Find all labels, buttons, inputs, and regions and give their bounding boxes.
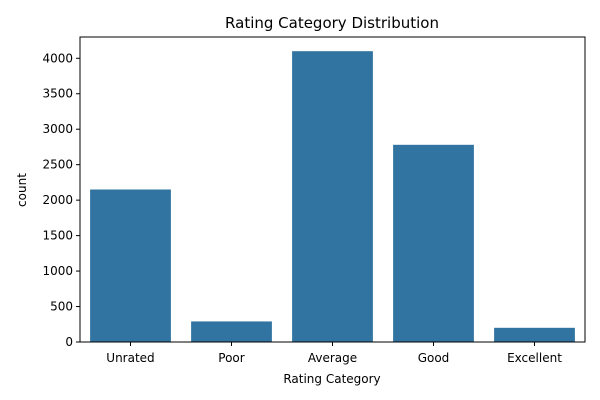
- y-tick-label: 0: [65, 335, 73, 349]
- y-tick-label: 3500: [42, 87, 73, 101]
- bar-unrated: [90, 189, 171, 342]
- plot-frame: [79, 36, 586, 343]
- y-axis-label: count: [15, 173, 29, 207]
- y-tick-label: 1500: [42, 229, 73, 243]
- bar-excellent: [494, 327, 575, 342]
- x-axis-ticks: Unrated Poor Average Good Excellent: [106, 342, 562, 365]
- x-tick-label: Good: [418, 351, 450, 365]
- x-tick-label: Poor: [218, 351, 244, 365]
- y-tick-label: 500: [50, 300, 73, 314]
- y-tick-label: 2500: [42, 158, 73, 172]
- bar-good: [393, 144, 474, 342]
- y-tick-label: 2000: [42, 193, 73, 207]
- y-tick-label: 3000: [42, 122, 73, 136]
- x-tick-label: Average: [308, 351, 357, 365]
- x-axis-label: Rating Category: [283, 372, 380, 386]
- bars-group: [90, 51, 575, 343]
- y-tick-label: 4000: [42, 51, 73, 65]
- x-tick-label: Unrated: [106, 351, 154, 365]
- x-tick-label: Excellent: [507, 351, 562, 365]
- y-tick-label: 1000: [42, 264, 73, 278]
- bar-average: [292, 51, 373, 343]
- bar-poor: [191, 321, 272, 342]
- y-axis-ticks: 0 500 1000 1500 2000 2500 3000 3500 4000: [42, 51, 80, 349]
- chart-title: Rating Category Distribution: [225, 14, 439, 32]
